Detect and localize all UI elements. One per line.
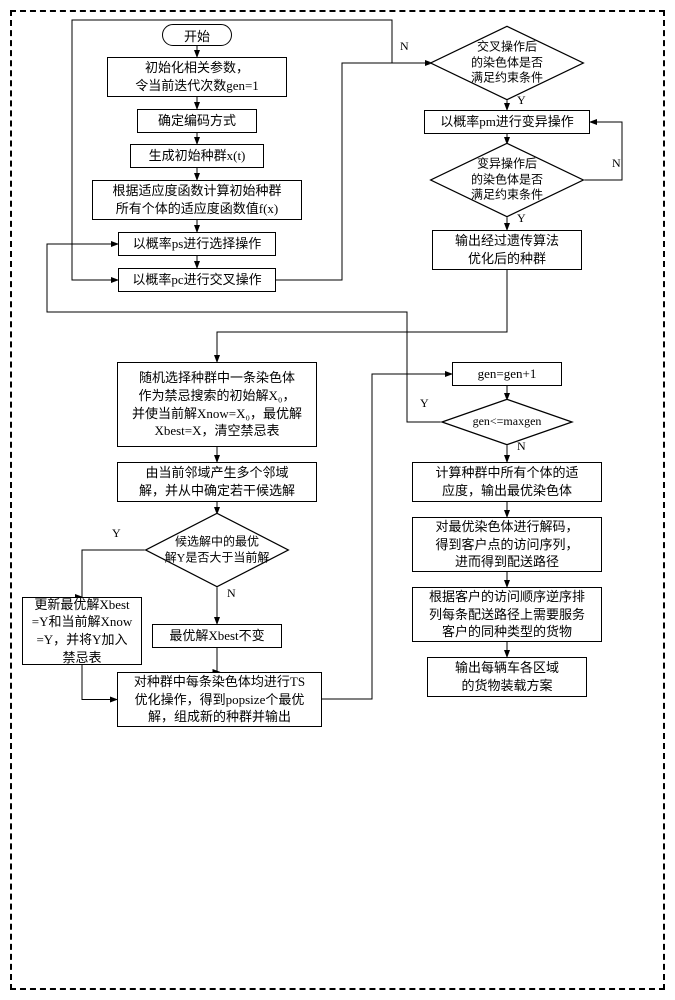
edge-label: N	[400, 39, 409, 53]
node-encode: 确定编码方式	[137, 109, 257, 133]
node-pop0: 生成初始种群x(t)	[130, 144, 264, 168]
node-ga_out: 输出经过遗传算法优化后的种群	[432, 230, 582, 270]
node-d_mut: 变异操作后的染色体是否满足约束条件	[432, 144, 582, 216]
edge-upd_best-ts_out	[82, 665, 117, 700]
node-gen_inc: gen=gen+1	[452, 362, 562, 386]
node-upd_best: 更新最优解Xbest=Y和当前解Xnow=Y，并将Y加入禁忌表	[22, 597, 142, 665]
edge-label: Y	[420, 396, 429, 410]
node-cross: 以概率pc进行交叉操作	[118, 268, 276, 292]
node-ts_init: 随机选择种群中一条染色体作为禁忌搜索的初始解X₀，并使当前解Xnow=X₀，最优…	[117, 362, 317, 447]
node-init: 初始化相关参数，令当前迭代次数gen=1	[107, 57, 287, 97]
node-select: 以概率ps进行选择操作	[118, 232, 276, 256]
node-ts_out: 对种群中每条染色体均进行TS优化操作，得到popsize个最优解，组成新的种群并…	[117, 672, 322, 727]
node-calc_fit: 计算种群中所有个体的适应度，输出最优染色体	[412, 462, 602, 502]
node-start: 开始	[162, 24, 232, 46]
edge-keep_best-ts_out	[217, 648, 220, 672]
node-d_gen: gen<=maxgen	[444, 400, 570, 444]
node-arrange: 根据客户的访问顺序逆序排列每条配送路径上需要服务客户的同种类型的货物	[412, 587, 602, 642]
edge-label: N	[227, 586, 236, 600]
flowchart-canvas: YNYNYNYN 开始初始化相关参数，令当前迭代次数gen=1确定编码方式生成初…	[10, 10, 665, 990]
edge-label: Y	[112, 526, 121, 540]
node-d_cross: 交叉操作后的染色体是否满足约束条件	[432, 27, 582, 99]
node-ts_neigh: 由当前邻域产生多个邻域解，并从中确定若干候选解	[117, 462, 317, 502]
edge-d_cand-upd_best	[82, 550, 147, 597]
node-fitness0: 根据适应度函数计算初始种群所有个体的适应度函数值f(x)	[92, 180, 302, 220]
node-mutate: 以概率pm进行变异操作	[424, 110, 590, 134]
edge-cross-d_cross	[276, 63, 432, 280]
node-keep_best: 最优解Xbest不变	[152, 624, 282, 648]
edge-label: N	[612, 156, 621, 170]
node-decode: 对最优染色体进行解码，得到客户点的访问序列，进而得到配送路径	[412, 517, 602, 572]
node-output: 输出每辆车各区域的货物装载方案	[427, 657, 587, 697]
node-d_cand: 候选解中的最优解Y是否大于当前解	[147, 514, 287, 586]
